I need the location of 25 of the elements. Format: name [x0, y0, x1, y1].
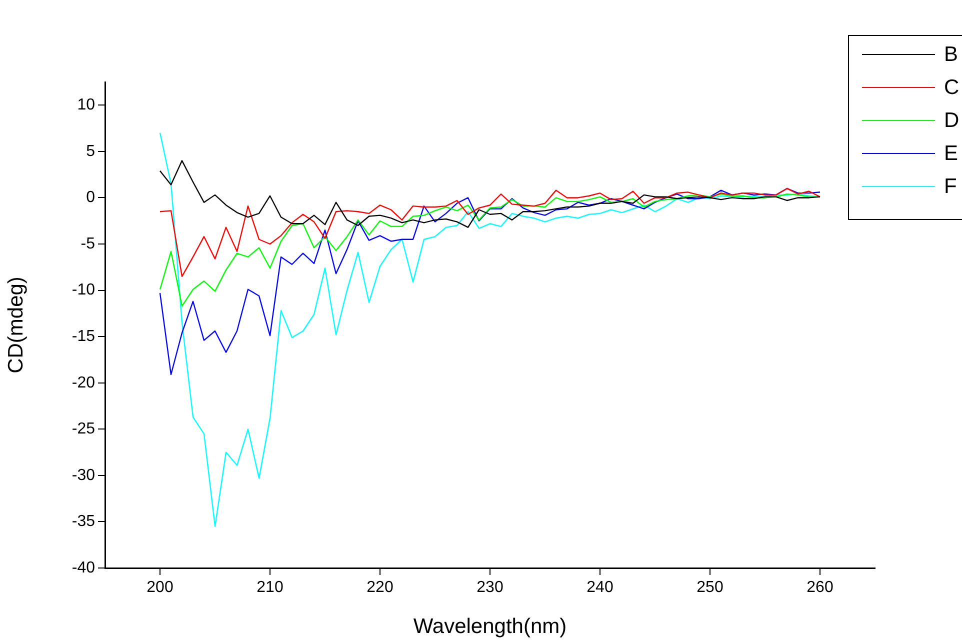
y-axis-title: CD(mdeg)	[4, 276, 28, 374]
y-tick-label: 5	[86, 142, 96, 160]
x-axis-title: Wavelength(nm)	[413, 615, 567, 638]
legend-label: B	[944, 42, 958, 66]
x-tick-label: 260	[806, 579, 834, 596]
legend-label: F	[944, 174, 957, 198]
y-tick-label: -40	[72, 559, 96, 576]
x-tick-label: 240	[586, 579, 614, 596]
x-tick-label: 230	[476, 579, 504, 596]
legend-label: D	[944, 108, 960, 132]
y-tick-label: 0	[86, 189, 96, 206]
y-tick-label: -30	[72, 466, 96, 484]
x-tick-label: 220	[366, 579, 394, 596]
x-tick-label: 250	[696, 579, 724, 596]
legend-label: C	[944, 76, 960, 100]
y-tick-label: -25	[72, 420, 96, 438]
x-tick-label: 210	[256, 579, 284, 596]
y-tick-label: -10	[72, 282, 96, 299]
y-tick-label: -15	[72, 328, 96, 345]
y-tick-label: -20	[72, 374, 96, 392]
x-tick-label: 200	[146, 579, 174, 596]
y-tick-label: -5	[80, 235, 96, 252]
y-tick-label: 10	[77, 96, 96, 114]
y-tick-label: -35	[72, 513, 96, 530]
legend-label: E	[944, 142, 958, 166]
